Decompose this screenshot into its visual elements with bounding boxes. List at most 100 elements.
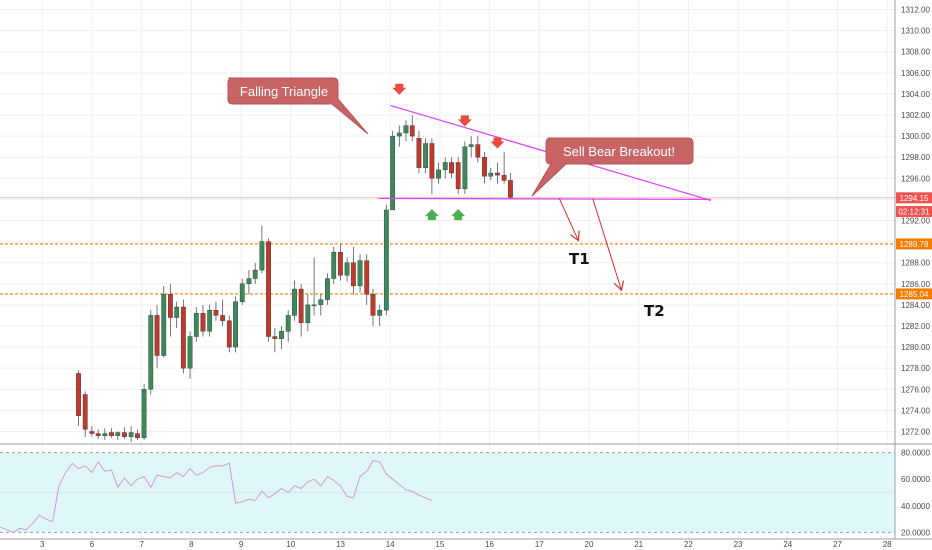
y-tick-label: 1282.00 — [901, 322, 930, 331]
callout-falling-triangle-text: Falling Triangle — [240, 84, 328, 99]
x-tick-label: 22 — [684, 540, 693, 549]
candle-body — [482, 157, 487, 177]
x-tick-label: 13 — [336, 540, 345, 549]
x-tick-label: 9 — [239, 540, 244, 549]
y-tick-label: 1302.00 — [901, 111, 930, 120]
rsi-line — [0, 460, 433, 533]
triangle-lower — [378, 197, 711, 201]
candle-body — [298, 288, 304, 324]
y-tick-label: 1278.00 — [901, 364, 930, 373]
x-tick-label: 16 — [485, 540, 494, 549]
candle-body — [338, 251, 343, 276]
price-tag-label: 1294.15 — [900, 194, 929, 203]
callout-sell-bear-breakout[interactable]: Sell Bear Breakout! — [531, 137, 694, 197]
price-tag: 1285.04 — [896, 288, 932, 300]
candle-body — [95, 433, 101, 436]
x-tick-label: 21 — [634, 540, 643, 549]
rsi-tick-label: 20.0000 — [901, 528, 930, 537]
price-tag-label: 1289.78 — [900, 240, 929, 249]
y-tick-label: 1280.00 — [901, 343, 930, 352]
candle-body — [128, 432, 134, 437]
candle-body — [377, 309, 383, 316]
x-tick-label: 14 — [386, 540, 395, 549]
candle-body — [305, 304, 311, 324]
price-tag-bg — [896, 192, 932, 204]
candle-body — [266, 241, 271, 337]
y-tick-label: 1300.00 — [901, 132, 930, 141]
price-tag-bg — [896, 288, 932, 300]
candle-body — [292, 288, 297, 316]
candle-body — [331, 251, 337, 279]
candle-body — [508, 180, 513, 198]
candle-body — [370, 294, 376, 316]
candle-body — [357, 260, 363, 287]
y-tick-label: 1298.00 — [901, 153, 930, 162]
rsi-tick-label: 40.0000 — [901, 502, 930, 511]
y-tick-label: 1306.00 — [901, 69, 930, 78]
candle-body — [226, 320, 232, 348]
candle-body — [429, 143, 435, 179]
x-tick-label: 28 — [883, 540, 892, 549]
candle-body — [207, 309, 213, 332]
y-tick-label: 1272.00 — [901, 427, 930, 436]
y-tick-label: 1274.00 — [901, 406, 930, 415]
y-tick-label: 1304.00 — [901, 90, 930, 99]
candle-body — [442, 162, 448, 171]
price-tag: 02:12:31 — [896, 206, 932, 218]
candle-body — [475, 144, 481, 158]
price-tag-bg — [896, 206, 932, 218]
candle-body — [135, 433, 140, 438]
candle-body — [311, 304, 317, 307]
candle-body — [468, 144, 474, 147]
x-tick-label: 20 — [585, 540, 594, 549]
y-tick-label: 1288.00 — [901, 259, 930, 268]
rsi-tick-label: 60.0000 — [901, 475, 930, 484]
candle-body — [501, 174, 507, 181]
candle-body — [233, 301, 238, 348]
callout-falling-triangle[interactable]: Falling Triangle — [227, 77, 369, 135]
candle-body — [89, 431, 95, 434]
price-tag: 1289.78 — [896, 238, 932, 250]
t2-arrow-upper — [592, 198, 622, 289]
callout-sell-bear-breakout-text: Sell Bear Breakout! — [563, 144, 675, 159]
rsi-tick-label: 80.0000 — [901, 449, 930, 458]
y-tick-label: 1308.00 — [901, 48, 930, 57]
y-tick-label: 1312.00 — [901, 6, 930, 15]
target-t2: T2 — [644, 302, 665, 320]
arrow-up-icon — [451, 209, 466, 221]
candle-body — [455, 162, 461, 190]
t1-arrow-upper — [558, 198, 578, 239]
target-t1: T1 — [569, 250, 590, 268]
candle-body — [174, 306, 180, 318]
candle-body — [285, 315, 291, 332]
candle-body — [239, 283, 245, 302]
candle-body — [154, 315, 160, 356]
candle-body — [115, 432, 121, 436]
candle-body — [259, 241, 265, 271]
arrow-down-icon — [392, 83, 407, 95]
candle-body — [102, 433, 108, 436]
y-tick-label: 1292.00 — [901, 217, 930, 226]
x-tick-label: 15 — [435, 540, 444, 549]
x-tick-label: 8 — [189, 540, 194, 549]
candle-body — [187, 336, 193, 369]
x-tick-label: 17 — [535, 540, 544, 549]
candle-body — [318, 299, 324, 306]
candle-body — [462, 146, 468, 190]
arrow-down-icon — [490, 137, 505, 149]
candle-body — [141, 389, 147, 438]
candle-body — [76, 373, 81, 416]
candle-body — [423, 143, 429, 168]
candle-body — [436, 169, 441, 179]
y-tick-label: 1286.00 — [901, 280, 930, 289]
arrow-up-icon — [424, 209, 439, 221]
candle-body — [161, 294, 167, 356]
y-tick-label: 1284.00 — [901, 301, 930, 310]
candles — [76, 115, 513, 442]
candle-body — [168, 294, 173, 318]
x-tick-label: 3 — [40, 540, 45, 549]
candle-body — [246, 278, 252, 284]
x-tick-label: 10 — [286, 540, 295, 549]
